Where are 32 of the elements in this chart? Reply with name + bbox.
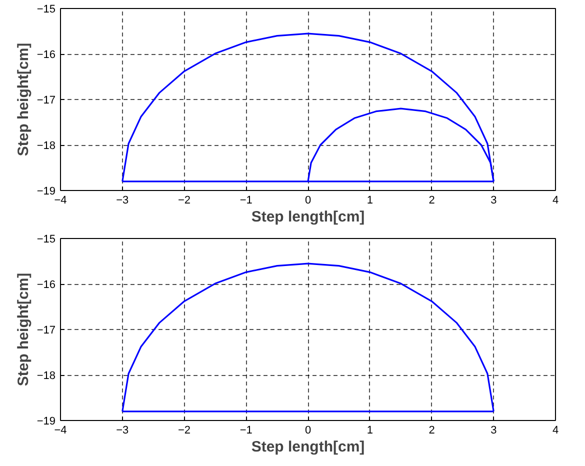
y-tick-label: −16: [36, 279, 56, 291]
x-tick-label: −1: [240, 424, 252, 436]
x-tick-label: −1: [240, 194, 252, 206]
y-tick-label: −18: [36, 140, 56, 152]
y-tick-label: −19: [36, 416, 56, 428]
y-tick-label: −16: [36, 49, 56, 61]
x-axis-title: Step length[cm]: [251, 208, 365, 226]
x-tick-label: 4: [552, 424, 559, 436]
y-axis-title: Step height[cm]: [14, 272, 32, 386]
x-tick-label: −2: [178, 424, 191, 436]
x-tick-label: 2: [428, 424, 435, 436]
y-tick-label: −17: [36, 324, 56, 336]
y-tick-label: −19: [36, 186, 56, 198]
y-tick-label: −18: [36, 370, 56, 382]
x-tick-label: −4: [54, 194, 67, 206]
y-axis-title: Step height[cm]: [14, 42, 32, 156]
x-tick-label: 1: [366, 194, 373, 206]
x-tick-label: 3: [490, 194, 497, 206]
y-tick-label: −17: [36, 94, 56, 106]
x-tick-label: −3: [116, 424, 129, 436]
y-tick-label: −15: [36, 4, 56, 16]
x-tick-label: −3: [116, 194, 129, 206]
x-tick-label: 3: [490, 424, 497, 436]
x-tick-label: 2: [428, 194, 435, 206]
x-tick-label: −4: [54, 424, 67, 436]
x-tick-label: −2: [178, 194, 191, 206]
x-tick-label: 4: [552, 194, 559, 206]
x-tick-label: 0: [304, 194, 312, 206]
y-tick-label: −15: [36, 234, 56, 246]
x-tick-label: 0: [304, 424, 312, 436]
x-tick-label: 1: [366, 424, 373, 436]
x-axis-title: Step length[cm]: [251, 438, 365, 456]
